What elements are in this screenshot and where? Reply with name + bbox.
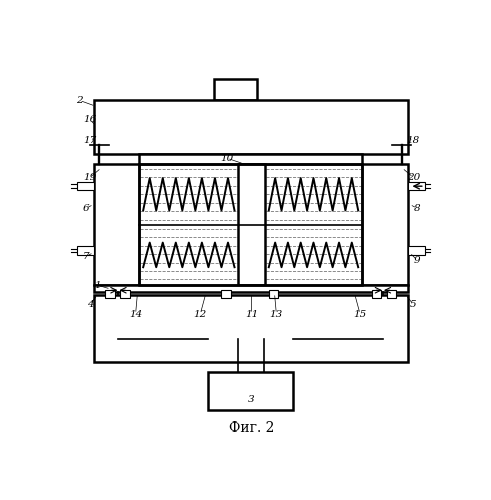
Bar xyxy=(139,154,362,164)
Text: 19: 19 xyxy=(83,173,97,182)
Bar xyxy=(139,164,362,285)
Text: 9: 9 xyxy=(414,256,420,264)
Text: 2: 2 xyxy=(76,96,83,105)
Text: 14: 14 xyxy=(129,310,142,318)
Text: 6: 6 xyxy=(83,204,89,212)
Bar xyxy=(362,164,408,285)
Bar xyxy=(238,164,265,285)
Text: 15: 15 xyxy=(354,310,367,318)
Bar xyxy=(214,79,257,100)
Text: 20: 20 xyxy=(407,173,420,182)
Text: Фиг. 2: Фиг. 2 xyxy=(229,420,274,434)
Bar xyxy=(120,290,130,298)
Text: 8: 8 xyxy=(414,204,420,212)
Bar xyxy=(77,246,94,255)
Text: 4: 4 xyxy=(86,300,93,309)
Text: 5: 5 xyxy=(410,300,417,309)
Bar xyxy=(105,290,115,298)
Text: 11: 11 xyxy=(245,310,258,318)
Text: 13: 13 xyxy=(270,310,283,318)
Bar xyxy=(77,182,94,190)
Text: 18: 18 xyxy=(407,136,420,145)
Bar xyxy=(221,290,231,298)
Bar xyxy=(94,164,139,285)
Bar xyxy=(94,295,408,362)
Text: 3: 3 xyxy=(248,395,255,404)
Bar xyxy=(208,372,294,410)
Bar xyxy=(372,290,381,298)
Text: 1: 1 xyxy=(94,280,101,289)
Text: 10: 10 xyxy=(220,154,234,162)
Bar xyxy=(387,290,396,298)
Text: 17: 17 xyxy=(83,136,97,145)
Text: 12: 12 xyxy=(193,310,207,318)
Bar xyxy=(269,290,278,298)
Bar xyxy=(94,100,408,154)
Bar xyxy=(408,246,425,255)
Text: 16: 16 xyxy=(83,115,97,124)
Bar xyxy=(408,182,425,190)
Text: 7: 7 xyxy=(83,252,89,261)
Bar xyxy=(94,285,408,292)
